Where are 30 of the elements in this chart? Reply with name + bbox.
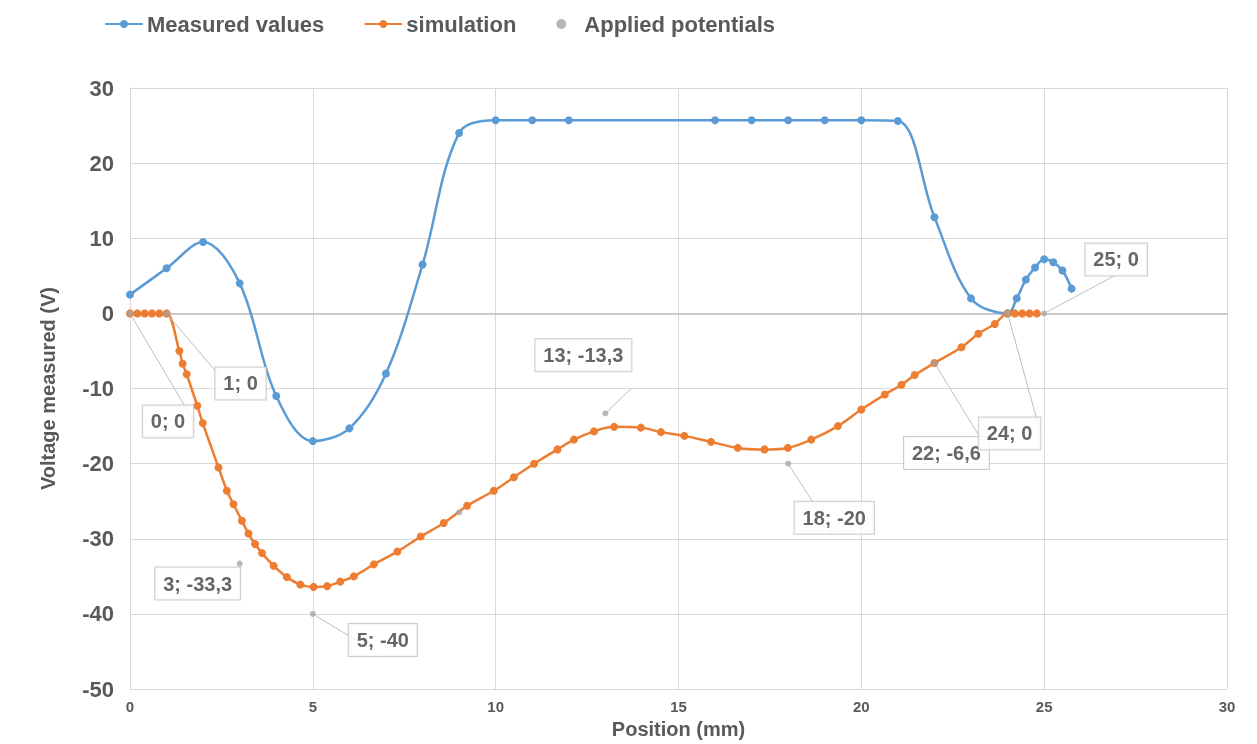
legend-label: Applied potentials (584, 11, 776, 37)
y-tick-label: 10 (89, 225, 114, 251)
y-tick-label: -50 (82, 676, 114, 702)
data-label: 18; -20 (802, 506, 866, 529)
y-tick-label: 0 (101, 300, 114, 326)
y-tick-label: -30 (82, 526, 114, 552)
x-tick-label: 20 (852, 698, 870, 716)
data-label: 25; 0 (1093, 248, 1139, 271)
data-label: 22; -6,6 (912, 442, 981, 464)
y-axis-title: Voltage measured (V) (37, 287, 59, 491)
data-label: 3; -33,3 (163, 572, 233, 595)
x-tick-label: 30 (1218, 698, 1236, 716)
legend-label: simulation (406, 11, 517, 37)
data-label: 1; 0 (223, 372, 258, 395)
x-tick-label: 15 (670, 698, 687, 716)
y-tick-label: -10 (82, 376, 114, 402)
y-tick-label: -20 (82, 451, 114, 477)
x-axis-title: Position (mm) (611, 718, 746, 740)
data-label: 13; -13,3 (543, 344, 624, 367)
x-tick-label: 25 (1035, 698, 1053, 716)
x-tick-label: 5 (308, 698, 318, 716)
x-tick-label: 10 (487, 698, 505, 716)
y-tick-label: -40 (82, 601, 114, 627)
x-tick-label: 0 (125, 698, 135, 716)
data-label: 5; -40 (356, 628, 409, 651)
y-tick-label: 20 (89, 150, 114, 176)
legend-label: Measured values (147, 11, 325, 37)
y-tick-label: 30 (89, 75, 114, 101)
data-label: 0; 0 (150, 410, 186, 433)
data-label: 24; 0 (986, 422, 1033, 445)
